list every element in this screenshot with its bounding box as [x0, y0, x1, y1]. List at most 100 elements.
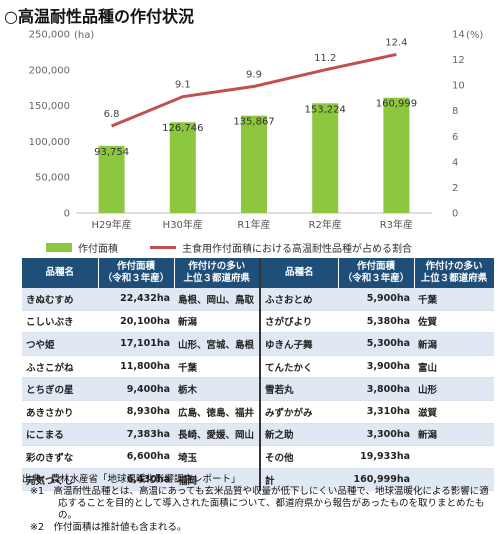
page-title: ○高温耐性品種の作付状況 [4, 7, 194, 26]
variety-table: 品種名 作付面積 （令和３年産） 作付けの多い 上位３都道府県 品種名 作付面積 （令和３年産… [22, 258, 495, 492]
y-right-tick-label: 12 [452, 55, 465, 66]
y-left-tick-label: 100,000 [29, 137, 70, 148]
table-cell: 計 [259, 468, 338, 492]
table-cell: つや姫 [22, 332, 98, 356]
table-cell: 3,310ha [338, 400, 414, 424]
y-right-tick-label: 2 [452, 183, 458, 194]
bar [312, 103, 339, 213]
table-cell: 新潟 [414, 332, 494, 356]
bar [98, 145, 125, 213]
ratio-line [111, 52, 397, 128]
table-cell: ふさこがね [22, 355, 98, 379]
table-row: きぬむすめ 22,432ha 島根、岡山、鳥取 ふさおとめ 5,900ha 千葉 [22, 288, 494, 311]
table-cell: とちぎの星 [22, 377, 98, 401]
table-cell: 3,900ha [338, 355, 414, 379]
table-cell: 11,800ha [98, 355, 174, 379]
y-left-tick-label: 0 [64, 209, 70, 220]
table-cell: 22,432ha [98, 288, 174, 311]
bar [383, 97, 410, 213]
chart-legend: 作付面積 主食用作付面積における高温耐性品種が占める割合 [46, 240, 412, 255]
table-cell: 佐賀 [414, 310, 494, 334]
table-cell: 滋賀 [414, 400, 494, 424]
column-header: 品種名 [22, 258, 99, 288]
table-cell: 千葉 [414, 288, 494, 311]
table-cell: 8,930ha [98, 400, 174, 424]
column-header: 作付面積 （令和３年産） [338, 258, 415, 288]
table-cell: こしいぶき [22, 310, 98, 334]
table-cell: 17,101ha [98, 332, 174, 356]
x-tick-label: R1年産 [237, 218, 270, 231]
table-cell: 新之助 [259, 423, 338, 447]
y-left-tick-label: 200,000 [29, 65, 70, 76]
table-cell: ふさおとめ [259, 288, 338, 311]
line-value-label: 12.4 [385, 37, 407, 48]
table-row: とちぎの星 9,400ha 栃木 雪若丸 3,800ha 山形 [22, 377, 494, 401]
line-value-label: 11.2 [314, 53, 336, 64]
table-cell [414, 445, 494, 469]
line-value-label: 9.9 [246, 69, 262, 80]
table-cell: その他 [259, 445, 338, 469]
column-header: 作付けの多い 上位３都道府県 [174, 258, 261, 288]
table-cell: 5,300ha [338, 332, 414, 356]
table-row: 元気つくし 6,430ha 福岡計 160,999ha [22, 468, 494, 492]
table-cell: きぬむすめ [22, 288, 98, 311]
table-cell: 山形 [414, 377, 494, 401]
table-cell: 19,933ha [338, 445, 414, 469]
table-cell: 長崎、愛媛、岡山 [174, 423, 260, 447]
column-header: 作付けの多い 上位３都道府県 [414, 258, 495, 288]
y-right-tick-label: 0 [452, 209, 458, 220]
bar-value-label: 160,999 [376, 99, 417, 110]
bar-value-label: 135,867 [233, 117, 274, 128]
table-row: こしいぶき 20,100ha 新潟 さがびより 5,380ha 佐賀 [22, 310, 494, 334]
x-tick-label: H29年産 [91, 218, 131, 231]
table-cell: 栃木 [174, 377, 260, 401]
x-tick-label: H30年産 [163, 218, 203, 231]
table-header-row: 品種名 作付面積 （令和３年産） 作付けの多い 上位３都道府県 品種名 作付面積 （令和３年産… [22, 258, 495, 288]
table-cell: 広島、徳島、福井 [174, 400, 260, 424]
table-row: 彩のきずな 6,600ha 埼玉 その他 19,933ha [22, 445, 494, 469]
table-cell: 元気つくし [22, 468, 98, 492]
y-left-tick-label: 250,000 [29, 30, 70, 41]
y-left-tick-label: 50,000 [35, 173, 70, 184]
bar-value-label: 93,754 [94, 147, 129, 158]
table-row: にこまる 7,383ha 長崎、愛媛、岡山 新之助 3,300ha 新潟 [22, 423, 494, 447]
table-row: ふさこがね 11,800ha 千葉 てんたかく 3,900ha 富山 [22, 355, 494, 379]
table-cell: みずかがみ [259, 400, 338, 424]
table-cell: 新潟 [414, 423, 494, 447]
table-cell: あきさかり [22, 400, 98, 424]
table-cell: 9,400ha [98, 377, 174, 401]
table-cell: 富山 [414, 355, 494, 379]
line-value-label: 6.8 [104, 109, 120, 120]
table-cell: 20,100ha [98, 310, 174, 334]
table-cell: ゆきん子舞 [259, 332, 338, 356]
y-right-tick-label: 8 [452, 106, 458, 117]
y-right-unit: (%) [466, 30, 483, 41]
x-tick-label: R2年産 [309, 218, 342, 231]
table-cell: 千葉 [174, 355, 260, 379]
table-cell: てんたかく [259, 355, 338, 379]
legend-bar-label: 作付面積 [78, 244, 118, 255]
table-row: つや姫 17,101ha 山形、宮城、島根 ゆきん子舞 5,300ha 新潟 [22, 332, 494, 356]
table-cell [414, 468, 494, 492]
y-right-tick-label: 14 [452, 30, 465, 41]
legend-bar-swatch [46, 243, 72, 252]
table-cell: 6,600ha [98, 445, 174, 469]
table-cell: 埼玉 [174, 445, 260, 469]
source-note: 出典：農林水産省「地球温暖化影響調査レポート」 [22, 474, 241, 485]
bar [169, 122, 196, 213]
y-right-tick-label: 4 [452, 157, 458, 168]
table-cell: 6,430ha [98, 468, 174, 492]
table-cell: 彩のきずな [22, 445, 98, 469]
table-cell: 160,999ha [338, 468, 414, 492]
table-cell: にこまる [22, 423, 98, 447]
table-row: あきさかり 8,930ha 広島、徳島、福井 みずかがみ 3,310ha 滋賀 [22, 400, 494, 424]
footnote-1: ※1 高温耐性品種とは、高温にあっても玄米品質や収量が低下しにくい品種で、地球温… [30, 486, 489, 521]
table-cell: 雪若丸 [259, 377, 338, 401]
footnote-2: ※2 作付面積は推計値も含まれる。 [30, 522, 187, 533]
table-cell: 5,900ha [338, 288, 414, 311]
table-cell: 福岡 [174, 468, 260, 492]
table-cell: 3,800ha [338, 377, 414, 401]
notes: 出典：農林水産省「地球温暖化影響調査レポート」 ※1 高温耐性品種とは、高温にあ… [22, 474, 494, 534]
y-left-tick-label: 150,000 [29, 101, 70, 112]
combo-chart: 0 50,000 100,000 150,000 200,000 250,000 (ha) 0… [29, 30, 484, 232]
